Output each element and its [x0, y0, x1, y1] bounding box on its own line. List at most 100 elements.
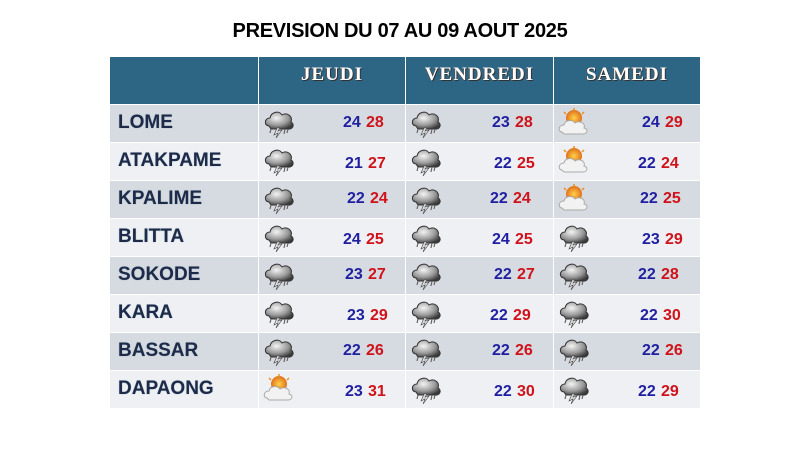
- day-header: SAMEDI: [554, 57, 700, 104]
- max-temp: 26: [515, 342, 533, 359]
- weather-icon: [558, 374, 590, 404]
- min-temp: 22: [640, 190, 658, 207]
- forecast-cell: 22 24: [406, 181, 553, 218]
- min-temp: 22: [490, 190, 508, 207]
- forecast-cell: 22 25: [554, 181, 700, 218]
- min-temp: 23: [492, 114, 510, 131]
- forecast-cell: 22 24: [554, 143, 700, 180]
- weather-icon: [263, 146, 295, 176]
- max-temp: 24: [513, 190, 531, 207]
- city-name: SOKODE: [110, 257, 258, 294]
- forecast-cell: 24 25: [259, 219, 405, 256]
- city-name: DAPAONG: [110, 371, 258, 408]
- max-temp: 29: [665, 114, 683, 131]
- weather-icon: [558, 108, 590, 138]
- weather-icon: [410, 298, 442, 328]
- forecast-cell: 22 26: [406, 333, 553, 370]
- max-temp: 29: [661, 383, 679, 400]
- forecast-cell: 24 25: [406, 219, 553, 256]
- city-name: KARA: [110, 295, 258, 332]
- forecast-cell: 22 30: [554, 295, 700, 332]
- max-temp: 26: [665, 342, 683, 359]
- min-temp: 22: [638, 266, 656, 283]
- weather-icon: [263, 374, 295, 404]
- header-bar: [110, 57, 258, 104]
- weather-icon: [410, 108, 442, 138]
- min-temp: 22: [494, 155, 512, 172]
- weather-icon: [410, 184, 442, 214]
- weather-icon: [558, 184, 590, 214]
- min-temp: 24: [343, 231, 361, 248]
- weather-icon: [558, 260, 590, 290]
- max-temp: 25: [663, 190, 681, 207]
- min-temp: 23: [642, 231, 660, 248]
- title: PREVISION DU 07 AU 09 AOUT 2025: [232, 20, 568, 42]
- weather-icon: [410, 260, 442, 290]
- forecast-cell: 22 24: [259, 181, 405, 218]
- weather-icon: [558, 146, 590, 176]
- min-temp: 21: [345, 155, 363, 172]
- forecast-cell: 23 29: [554, 219, 700, 256]
- day-header: VENDREDI: [406, 57, 553, 104]
- forecast-cell: 24 29: [554, 105, 700, 142]
- max-temp: 31: [368, 383, 386, 400]
- min-temp: 22: [490, 307, 508, 324]
- weather-icon: [263, 108, 295, 138]
- forecast-cell: 22 26: [554, 333, 700, 370]
- min-temp: 24: [343, 114, 361, 131]
- day-header: JEUDI: [259, 57, 405, 104]
- forecast-cell: 23 27: [259, 257, 405, 294]
- max-temp: 25: [515, 231, 533, 248]
- min-temp: 22: [343, 342, 361, 359]
- min-temp: 22: [638, 383, 656, 400]
- weather-icon: [410, 374, 442, 404]
- forecast-cell: 23 31: [259, 371, 405, 408]
- forecast-cell: 22 27: [406, 257, 553, 294]
- min-temp: 23: [345, 383, 363, 400]
- forecast-cell: 21 27: [259, 143, 405, 180]
- min-temp: 24: [492, 231, 510, 248]
- weather-icon: [410, 222, 442, 252]
- max-temp: 27: [517, 266, 535, 283]
- min-temp: 22: [642, 342, 660, 359]
- weather-icon: [558, 336, 590, 366]
- forecast-cell: 22 25: [406, 143, 553, 180]
- min-temp: 22: [640, 307, 658, 324]
- city-name: ATAKPAME: [110, 143, 258, 180]
- forecast-cell: 23 29: [259, 295, 405, 332]
- forecast-cell: 22 30: [406, 371, 553, 408]
- forecast-cell: 23 28: [406, 105, 553, 142]
- max-temp: 28: [515, 114, 533, 131]
- max-temp: 27: [368, 266, 386, 283]
- weather-icon: [263, 336, 295, 366]
- min-temp: 22: [494, 383, 512, 400]
- max-temp: 28: [366, 114, 384, 131]
- max-temp: 29: [513, 307, 531, 324]
- forecast-cell: 22 29: [554, 371, 700, 408]
- city-name: KPALIME: [110, 181, 258, 218]
- min-temp: 22: [347, 190, 365, 207]
- weather-icon: [410, 336, 442, 366]
- weather-icon: [410, 146, 442, 176]
- max-temp: 29: [665, 231, 683, 248]
- max-temp: 24: [661, 155, 679, 172]
- city-name: LOME: [110, 105, 258, 142]
- city-name: BASSAR: [110, 333, 258, 370]
- city-name: BLITTA: [110, 219, 258, 256]
- max-temp: 26: [366, 342, 384, 359]
- weather-icon: [263, 222, 295, 252]
- min-temp: 24: [642, 114, 660, 131]
- max-temp: 24: [370, 190, 388, 207]
- min-temp: 23: [345, 266, 363, 283]
- weather-icon: [558, 222, 590, 252]
- weather-icon: [263, 298, 295, 328]
- min-temp: 22: [492, 342, 510, 359]
- max-temp: 30: [663, 307, 681, 324]
- max-temp: 29: [370, 307, 388, 324]
- forecast-cell: 22 29: [406, 295, 553, 332]
- max-temp: 30: [517, 383, 535, 400]
- max-temp: 27: [368, 155, 386, 172]
- forecast-cell: 24 28: [259, 105, 405, 142]
- max-temp: 25: [366, 231, 384, 248]
